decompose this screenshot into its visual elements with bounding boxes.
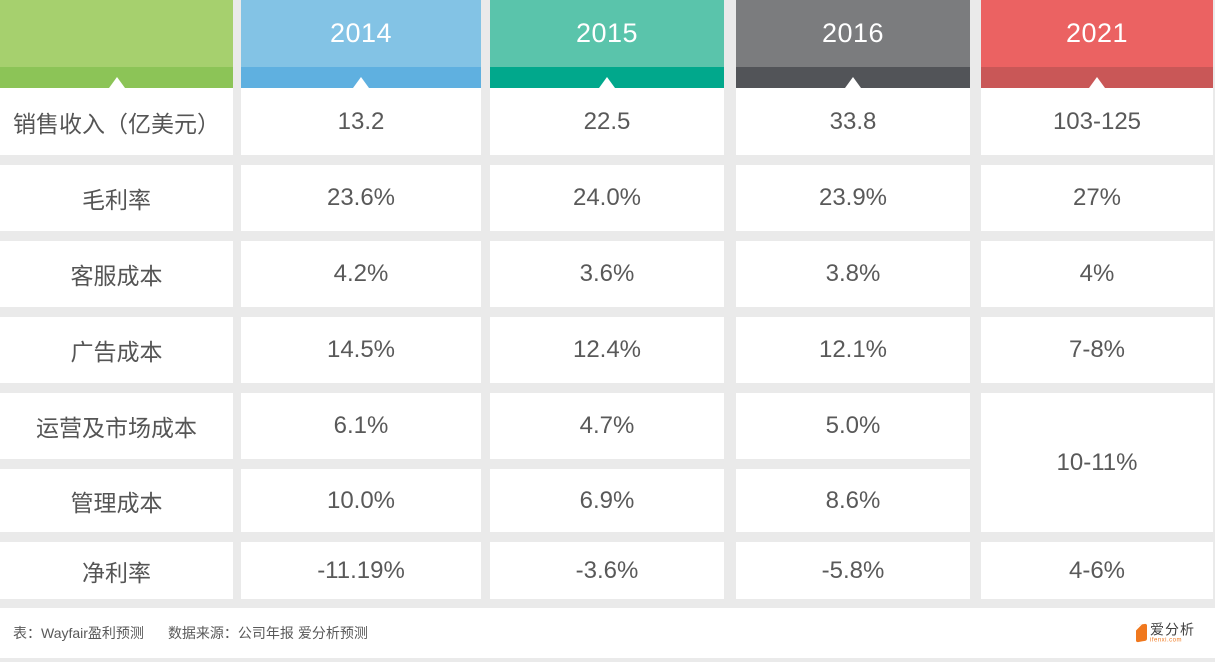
header-2016-label: 2016 — [736, 0, 970, 67]
cell-2015-gross-margin: 24.0% — [490, 165, 724, 231]
row-label-gross-margin: 毛利率 — [0, 165, 233, 231]
notch-arrow-icon — [599, 77, 615, 88]
column-2016: 2016 33.8 23.9% 3.8% 12.1% 5.0% 8.6% -5.… — [736, 0, 970, 599]
cell-2015-revenue: 22.5 — [490, 88, 724, 155]
labels-header-block — [0, 0, 233, 67]
cell-2014-customer-service: 4.2% — [241, 241, 481, 307]
cell-2021-customer-service: 4% — [981, 241, 1213, 307]
column-2015: 2015 22.5 24.0% 3.6% 12.4% 4.7% 6.9% -3.… — [490, 0, 724, 599]
cell-2015-customer-service: 3.6% — [490, 241, 724, 307]
row-label-admin-cost: 管理成本 — [0, 469, 233, 532]
row-label-ops-market-cost: 运营及市场成本 — [0, 393, 233, 459]
header-2015-label: 2015 — [490, 0, 724, 67]
header-2021: 2021 — [981, 0, 1213, 88]
cell-2015-advertising: 12.4% — [490, 317, 724, 383]
cell-2014-ops-market: 6.1% — [241, 393, 481, 459]
header-2021-label: 2021 — [981, 0, 1213, 67]
data-source-note: 数据来源：公司年报 爱分析预测 — [167, 625, 368, 641]
cell-2016-net-margin: -5.8% — [736, 542, 970, 599]
notch-arrow-icon — [845, 77, 861, 88]
ifenxi-logo-url: ifenxi.com — [1150, 637, 1183, 644]
ifenxi-logo-text: 爱分析 — [1150, 621, 1195, 638]
cell-2016-advertising: 12.1% — [736, 317, 970, 383]
row-label-advertising-cost: 广告成本 — [0, 317, 233, 383]
row-label-customer-service-cost: 客服成本 — [0, 241, 233, 307]
column-row-labels: 销售收入（亿美元） 毛利率 客服成本 广告成本 运营及市场成本 管理成本 净利率 — [0, 0, 233, 599]
cell-2014-admin: 10.0% — [241, 469, 481, 532]
ifenxi-logo-icon — [1136, 623, 1147, 643]
column-2014: 2014 13.2 23.6% 4.2% 14.5% 6.1% 10.0% -1… — [241, 0, 481, 599]
cell-2015-net-margin: -3.6% — [490, 542, 724, 599]
cell-2016-revenue: 33.8 — [736, 88, 970, 155]
cell-2014-advertising: 14.5% — [241, 317, 481, 383]
notch-arrow-icon — [108, 77, 125, 88]
notch-arrow-icon — [353, 77, 369, 88]
cell-2016-customer-service: 3.8% — [736, 241, 970, 307]
header-2016: 2016 — [736, 0, 970, 88]
cell-2016-admin: 8.6% — [736, 469, 970, 532]
cell-2014-gross-margin: 23.6% — [241, 165, 481, 231]
ifenxi-logo: 爱分析 ifenxi.com — [1136, 621, 1195, 644]
cell-2015-ops-market: 4.7% — [490, 393, 724, 459]
cell-2014-revenue: 13.2 — [241, 88, 481, 155]
header-2015: 2015 — [490, 0, 724, 88]
cell-2021-revenue: 103-125 — [981, 88, 1213, 155]
row-label-revenue: 销售收入（亿美元） — [0, 88, 233, 155]
footer-bar: 表：Wayfair盈利预测 数据来源：公司年报 爱分析预测 爱分析 ifenxi… — [0, 608, 1215, 658]
notch-arrow-icon — [1089, 77, 1105, 88]
row-label-net-margin: 净利率 — [0, 542, 233, 599]
cell-2014-net-margin: -11.19% — [241, 542, 481, 599]
labels-header — [0, 0, 233, 88]
header-2014: 2014 — [241, 0, 481, 88]
cell-2021-advertising: 7-8% — [981, 317, 1213, 383]
column-2021: 2021 103-125 27% 4% 7-8% 10-11% 4-6% — [981, 0, 1213, 599]
table-caption: 表：Wayfair盈利预测 — [13, 625, 144, 641]
cell-2021-gross-margin: 27% — [981, 165, 1213, 231]
cell-2016-ops-market: 5.0% — [736, 393, 970, 459]
cell-2021-net-margin: 4-6% — [981, 542, 1213, 599]
cell-2015-admin: 6.9% — [490, 469, 724, 532]
cell-2016-gross-margin: 23.9% — [736, 165, 970, 231]
cell-2021-ops-admin-merged: 10-11% — [981, 393, 1213, 532]
header-2014-label: 2014 — [241, 0, 481, 67]
